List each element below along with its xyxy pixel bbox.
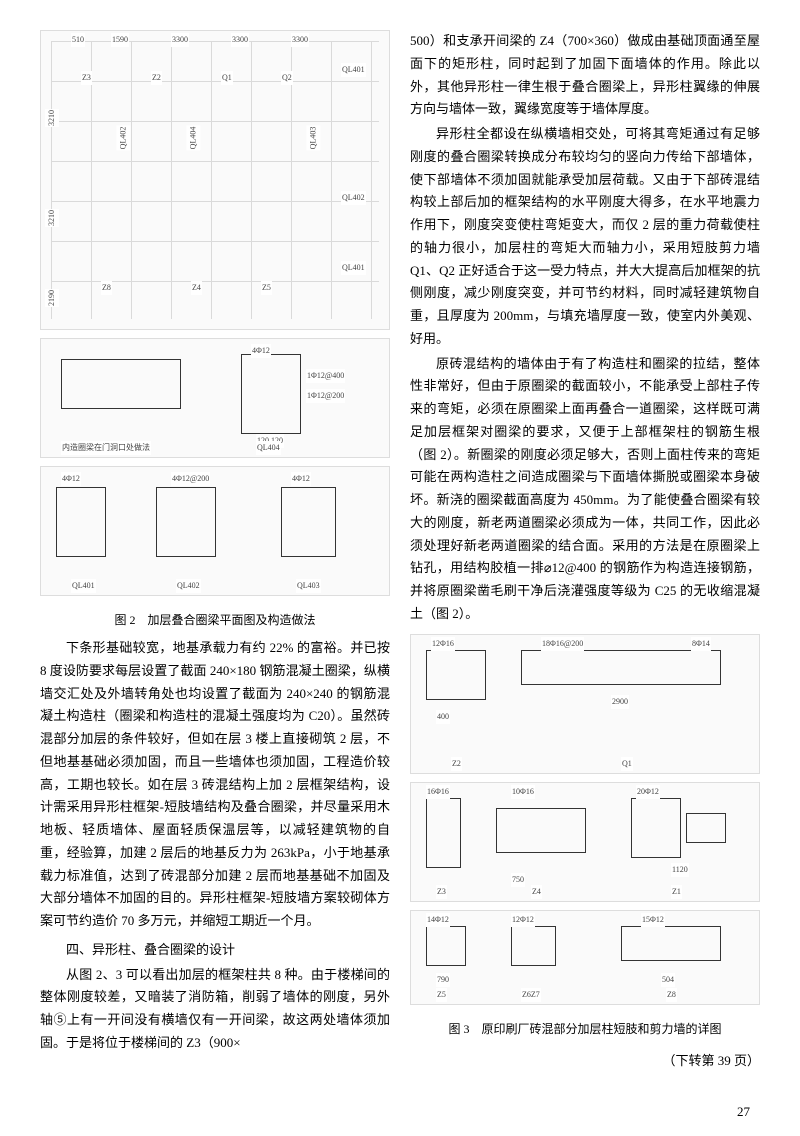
fig3-diagram-b: 16Φ16 10Φ16 20Φ12 750 1120 Z3 Z4 Z1: [410, 782, 760, 902]
dim-label: 1120: [671, 863, 689, 877]
dim-label: 3300: [231, 33, 249, 47]
figure-3-caption: 图 3 原印刷厂砖混部分加层柱短肢和剪力墙的详图: [410, 1019, 760, 1040]
rebar-label: 4Φ12: [251, 344, 271, 358]
member-label: Z8: [666, 988, 677, 1002]
beam-label: QL401: [341, 261, 366, 275]
left-paragraph-2: 从图 2、3 可以看出加层的框架柱共 8 种。由于楼梯间的整体刚度较差，又暗装了…: [40, 964, 390, 1055]
figure-2-detail-b: 4Φ12 4Φ12@200 4Φ12 QL401 QL402 QL403: [40, 466, 390, 596]
dim-label: 400: [436, 710, 450, 724]
col-label: Z3: [81, 71, 92, 85]
left-column: 510 1590 3300 3300 3300 Z3 Z2 Q1 Q2 QL40…: [40, 30, 390, 1116]
rebar-label: 15Φ12: [641, 913, 665, 927]
col-label: Z5: [261, 281, 272, 295]
dim-label: 750: [511, 873, 525, 887]
left-paragraph-1: 下条形基础较宽，地基承载力有约 22% 的富裕。并已按 8 度设防要求每层设置了…: [40, 637, 390, 933]
member-label: Z5: [436, 988, 447, 1002]
rebar-label: 4Φ12: [291, 472, 311, 486]
beam-label: QL404: [186, 126, 200, 151]
rebar-label: 14Φ12: [426, 913, 450, 927]
figure-2-detail-a: 4Φ12 1Φ12@400 1Φ12@200 120,120 内造圈梁在门洞口处…: [40, 338, 390, 458]
beam-label: QL402: [341, 191, 366, 205]
rebar-label: 8Φ14: [691, 637, 711, 651]
rebar-label: 16Φ16: [426, 785, 450, 799]
member-label: Q1: [621, 757, 633, 771]
rebar-label: 20Φ12: [636, 785, 660, 799]
beam-label: Q1: [221, 71, 233, 85]
beam-label: Q2: [281, 71, 293, 85]
figure-2-caption: 图 2 加层叠合圈梁平面图及构造做法: [40, 610, 390, 631]
detail-diagram-a: 4Φ12 1Φ12@400 1Φ12@200 120,120 内造圈梁在门洞口处…: [40, 338, 390, 458]
dim-label: 1590: [111, 33, 129, 47]
fig3-diagram-a: 12Φ16 18Φ16@200 8Φ14 400 2900 Z2 Q1: [410, 634, 760, 774]
member-label: Z1: [671, 885, 682, 899]
section-label: QL402: [176, 579, 201, 593]
rebar-label: 12Φ16: [431, 637, 455, 651]
beam-label: QL401: [341, 63, 366, 77]
col-label: Z2: [151, 71, 162, 85]
detail-diagram-b: 4Φ12 4Φ12@200 4Φ12 QL401 QL402 QL403: [40, 466, 390, 596]
beam-label: QL402: [116, 126, 130, 151]
member-label: Z4: [531, 885, 542, 899]
member-label: Z6Z7: [521, 988, 541, 1002]
section-label: QL403: [296, 579, 321, 593]
dim-label: 3300: [291, 33, 309, 47]
col-label: Z8: [101, 281, 112, 295]
right-paragraph-1: 500）和支承开间梁的 Z4（700×360）做成由基础顶面通至屋面下的矩形柱，…: [410, 30, 760, 121]
dim-label: 3210: [45, 109, 59, 127]
dim-label: 2190: [45, 289, 59, 307]
dim-label: 510: [71, 33, 85, 47]
dim-label: 504: [661, 973, 675, 987]
rebar-label: 4Φ12@200: [171, 472, 210, 486]
col-label: Z4: [191, 281, 202, 295]
figure-3-b: 16Φ16 10Φ16 20Φ12 750 1120 Z3 Z4 Z1: [410, 782, 760, 902]
member-label: Z2: [451, 757, 462, 771]
dim-label: 2900: [611, 695, 629, 709]
section-label: QL404: [256, 441, 281, 455]
right-column: 500）和支承开间梁的 Z4（700×360）做成由基础顶面通至屋面下的矩形柱，…: [410, 30, 760, 1116]
dim-label: 3210: [45, 209, 59, 227]
beam-label: QL403: [306, 126, 320, 151]
page-number: 27: [737, 1101, 750, 1124]
member-label: Z3: [436, 885, 447, 899]
figure-3-c: 14Φ12 12Φ12 15Φ12 790 504 Z5 Z6Z7 Z8: [410, 910, 760, 1005]
rebar-label: 12Φ12: [511, 913, 535, 927]
rebar-label: 1Φ12@400: [306, 369, 345, 383]
rebar-label: 18Φ16@200: [541, 637, 584, 651]
dim-label: 790: [436, 973, 450, 987]
right-paragraph-3: 原砖混结构的墙体由于有了构造柱和圈梁的拉结，整体性非常好，但由于原圈梁的截面较小…: [410, 353, 760, 626]
fig3-diagram-c: 14Φ12 12Φ12 15Φ12 790 504 Z5 Z6Z7 Z8: [410, 910, 760, 1005]
section-label: QL401: [71, 579, 96, 593]
rebar-label: 10Φ16: [511, 785, 535, 799]
two-column-layout: 510 1590 3300 3300 3300 Z3 Z2 Q1 Q2 QL40…: [40, 30, 760, 1116]
continue-note: （下转第 39 页）: [410, 1050, 760, 1073]
rebar-label: 1Φ12@200: [306, 389, 345, 403]
figure-3-a: 12Φ16 18Φ16@200 8Φ14 400 2900 Z2 Q1: [410, 634, 760, 774]
right-paragraph-2: 异形柱全都设在纵横墙相交处，可将其弯矩通过有足够刚度的叠合圈梁转换成分布较均匀的…: [410, 123, 760, 351]
section-label: 内造圈梁在门洞口处做法: [61, 441, 151, 455]
rebar-label: 4Φ12: [61, 472, 81, 486]
dim-label: 3300: [171, 33, 189, 47]
plan-diagram: 510 1590 3300 3300 3300 Z3 Z2 Q1 Q2 QL40…: [40, 30, 390, 330]
figure-2-plan: 510 1590 3300 3300 3300 Z3 Z2 Q1 Q2 QL40…: [40, 30, 390, 330]
section-4-heading: 四、异形柱、叠合圈梁的设计: [40, 939, 390, 962]
